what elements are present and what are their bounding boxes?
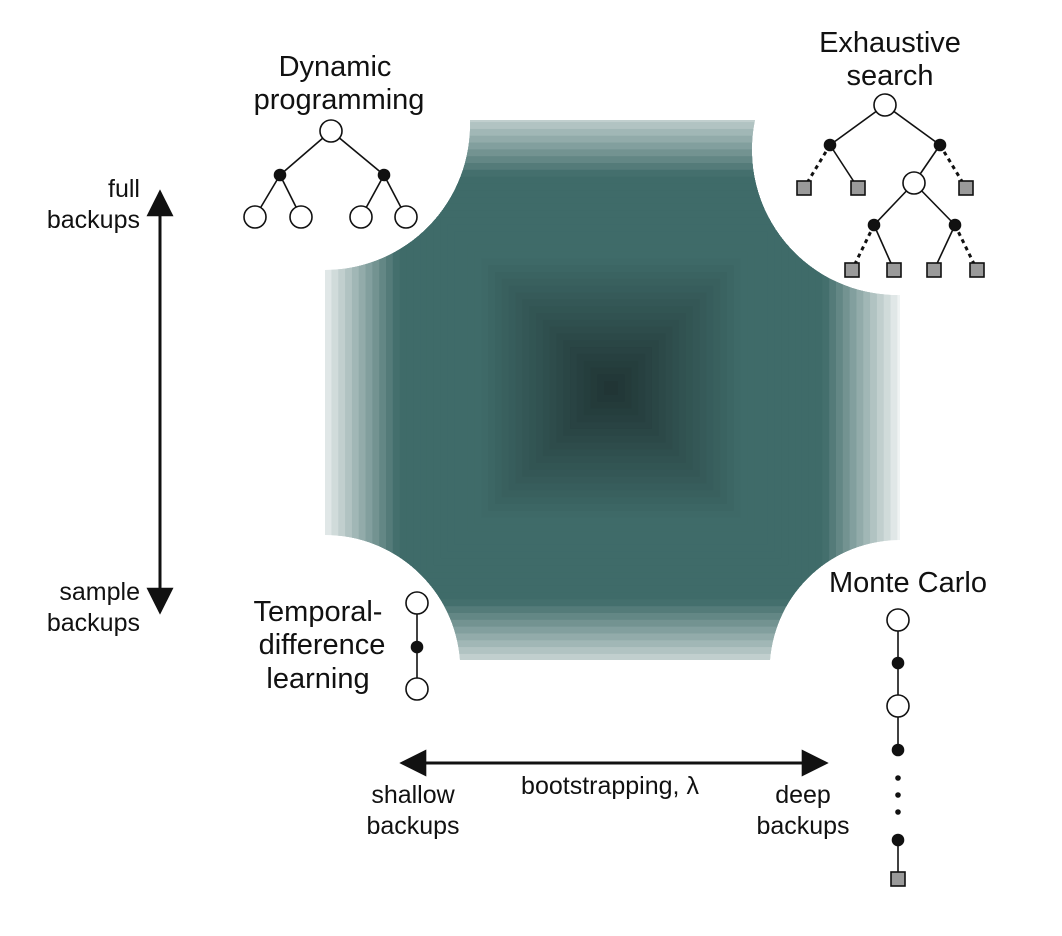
axis-label-bootstrapping: bootstrapping, λ [521,772,699,800]
monte-carlo-backup-diagram [886,608,910,887]
axis-label-sample: sample [59,578,140,606]
exhaustive-search-backup-diagram [796,93,985,278]
temporal-difference-title-3: learning [266,663,369,695]
axis-label-full: full [108,175,140,203]
horizontal-axis: bootstrapping, λ shallow backups deep ba… [366,749,850,840]
axis-label-deep-backups: backups [756,812,849,840]
axis-label-shallow-backups: backups [366,812,459,840]
axis-label-shallow: shallow [371,781,455,809]
dynamic-programming-corner: Dynamic programming [243,51,425,229]
temporal-difference-title-2: difference [259,629,386,661]
exhaustive-search-title-1: Exhaustive [819,27,961,59]
temporal-difference-corner: Temporal- difference learning [254,591,429,701]
monte-carlo-title: Monte Carlo [829,567,987,599]
exhaustive-search-title-2: search [846,60,933,92]
temporal-difference-title-1: Temporal- [254,596,383,628]
gradient-ring [604,381,618,395]
axis-label-sample-backups: backups [47,609,140,637]
dynamic-programming-title-2: programming [254,84,425,116]
exhaustive-search-corner: Exhaustive search [796,27,985,278]
vertical-axis: full backups sample backups [47,175,174,637]
axis-label-deep: deep [775,781,831,809]
temporal-difference-backup-diagram [405,591,429,701]
monte-carlo-corner: Monte Carlo [829,567,987,887]
backup-space-gradient [325,120,900,660]
axis-label-full-backups: backups [47,206,140,234]
dynamic-programming-title-1: Dynamic [279,51,392,83]
dynamic-programming-backup-diagram [243,119,418,229]
